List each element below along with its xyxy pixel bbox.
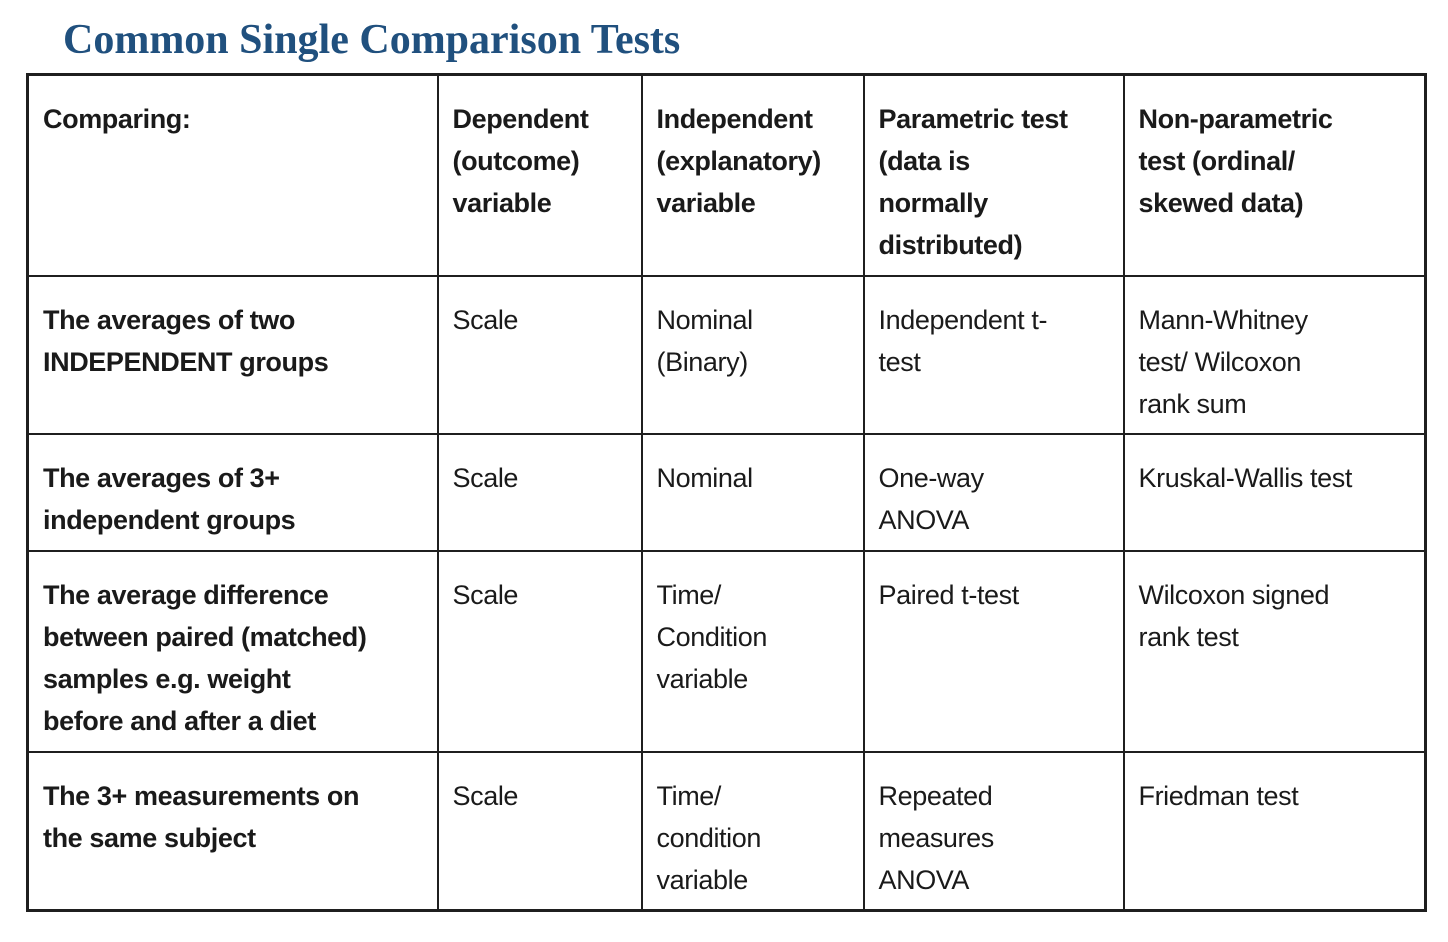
cell-independent-variable: Time/ condition variable	[640, 750, 865, 911]
cell-parametric-test: One-way ANOVA	[862, 432, 1125, 552]
cell-comparing: The 3+ measurements on the same subject	[26, 750, 439, 911]
column-header-comparing: Comparing:	[26, 73, 439, 277]
header-row: Comparing: Dependent (outcome) variable …	[26, 73, 1427, 277]
column-header-dependent-variable: Dependent (outcome) variable	[436, 73, 643, 277]
table-row: The 3+ measurements on the same subject …	[26, 750, 1427, 911]
cell-dependent-variable: Scale	[436, 750, 643, 911]
cell-dependent-variable: Scale	[436, 549, 643, 753]
comparison-table: Comparing: Dependent (outcome) variable …	[26, 73, 1427, 912]
cell-comparing: The averages of 3+ independent groups	[26, 432, 439, 552]
column-header-parametric-test: Parametric test (data is normally distri…	[862, 73, 1125, 277]
cell-non-parametric-test: Wilcoxon signed rank test	[1122, 549, 1427, 753]
cell-independent-variable: Nominal	[640, 432, 865, 552]
cell-comparing: The averages of two INDEPENDENT groups	[26, 274, 439, 435]
cell-parametric-test: Independent t- test	[862, 274, 1125, 435]
cell-dependent-variable: Scale	[436, 432, 643, 552]
cell-independent-variable: Time/ Condition variable	[640, 549, 865, 753]
cell-non-parametric-test: Mann-Whitney test/ Wilcoxon rank sum	[1122, 274, 1427, 435]
cell-parametric-test: Repeated measures ANOVA	[862, 750, 1125, 911]
column-header-independent-variable: Independent (explanatory) variable	[640, 73, 865, 277]
table-row: The average difference between paired (m…	[26, 549, 1427, 753]
cell-non-parametric-test: Kruskal-Wallis test	[1122, 432, 1427, 552]
cell-non-parametric-test: Friedman test	[1122, 750, 1427, 911]
cell-dependent-variable: Scale	[436, 274, 643, 435]
table-row: The averages of two INDEPENDENT groups S…	[26, 274, 1427, 435]
column-header-non-parametric-test: Non-parametric test (ordinal/ skewed dat…	[1122, 73, 1427, 277]
cell-independent-variable: Nominal (Binary)	[640, 274, 865, 435]
cell-parametric-test: Paired t-test	[862, 549, 1125, 753]
cell-comparing: The average difference between paired (m…	[26, 549, 439, 753]
table-row: The averages of 3+ independent groups Sc…	[26, 432, 1427, 552]
page-title: Common Single Comparison Tests	[63, 17, 681, 63]
